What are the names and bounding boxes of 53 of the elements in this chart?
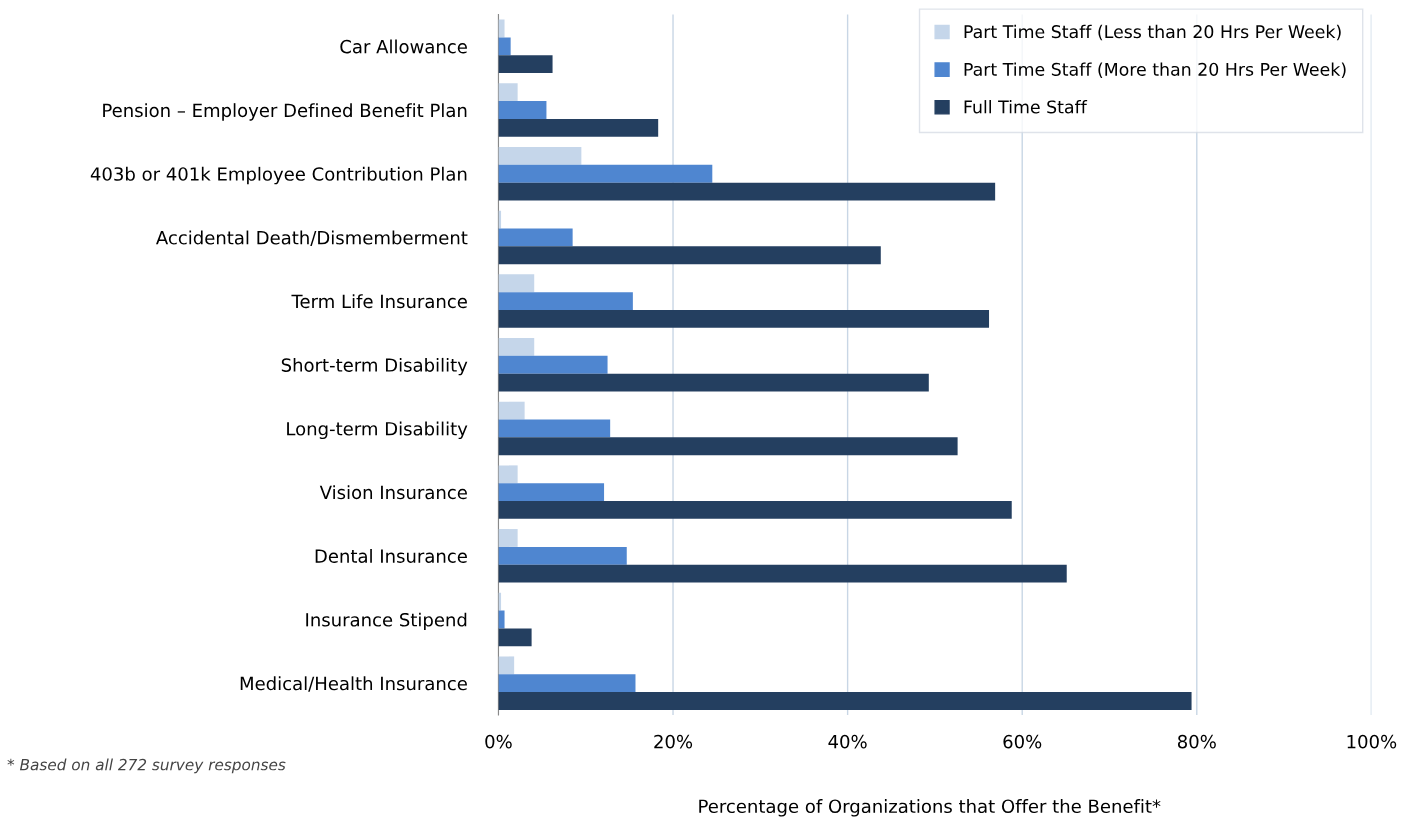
bar — [498, 692, 1192, 710]
bar — [498, 546, 627, 565]
bar — [498, 501, 1012, 519]
bar — [498, 465, 518, 484]
bar — [498, 656, 515, 675]
bar — [498, 19, 505, 38]
bar — [498, 483, 605, 502]
x-tick-label: 40% — [828, 734, 867, 749]
legend-label: Part Time Staff (Less than 20 Hrs Per Week) — [964, 24, 1341, 41]
y-tick-label: Medical/Health Insurance — [240, 676, 467, 692]
y-tick-label: Insurance Stipend — [306, 612, 467, 631]
bar — [498, 401, 525, 420]
text: * Based on all 272 survey responses — [7, 758, 286, 774]
bar — [498, 628, 532, 647]
y-tick-label: Short-term Disability — [281, 357, 468, 376]
bar — [498, 309, 990, 328]
bar — [498, 610, 505, 629]
bar — [498, 164, 713, 183]
bar — [498, 274, 535, 293]
x-tick-label: 80% — [1177, 734, 1216, 749]
x-tick-label: 60% — [1003, 734, 1042, 749]
y-tick-label: Dental Insurance — [315, 548, 467, 563]
legend-label: Full Time Staff — [964, 100, 1088, 114]
bar — [498, 101, 547, 119]
bar — [498, 246, 881, 265]
bar — [498, 373, 929, 392]
x-tick-label: 100% — [1347, 734, 1397, 749]
x-axis-title: Percentage of Organizations that Offer the Benefit* — [699, 799, 1161, 817]
bar — [498, 355, 608, 374]
y-tick-label: Pension – Employer Defined Benefit Plan — [103, 103, 467, 121]
bar — [498, 182, 996, 201]
bar — [498, 437, 958, 456]
y-tick-label: Car Allowance — [340, 39, 467, 54]
bar — [498, 564, 1067, 583]
bar — [498, 674, 636, 693]
legend-label: Part Time Staff (More than 20 Hrs Per Week) — [964, 62, 1346, 78]
y-tick-label: Vision Insurance — [319, 485, 467, 500]
y-tick-label: Long-term Disability — [287, 421, 468, 440]
bar — [498, 55, 553, 74]
bar — [498, 118, 659, 137]
bar — [498, 529, 518, 547]
y-tick-label: 403b or 401k Employee Contribution Plan — [90, 166, 467, 185]
bar — [498, 338, 535, 356]
bar — [498, 146, 582, 165]
y-tick-label: Accidental Death/Dismemberment — [156, 230, 468, 246]
bar — [498, 419, 611, 438]
y-tick-label: Term Life Insurance — [291, 294, 467, 309]
x-tick-label: 20% — [654, 734, 693, 749]
bar — [498, 37, 511, 56]
bar — [498, 292, 633, 310]
x-tick-label: 0% — [485, 734, 512, 749]
bar — [498, 83, 518, 102]
bar — [498, 228, 573, 247]
